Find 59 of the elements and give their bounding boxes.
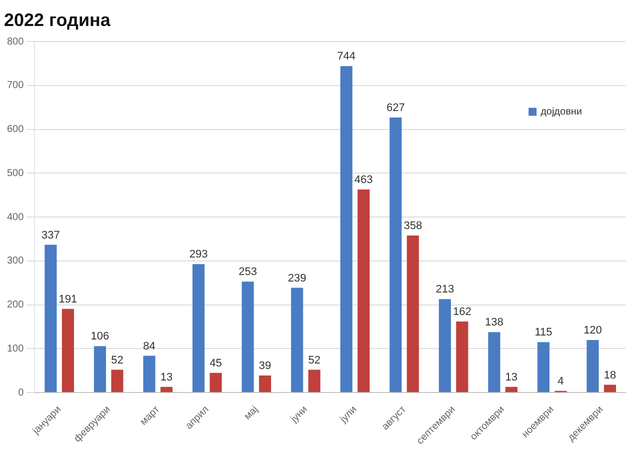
chart-title: 2022 година	[4, 10, 112, 30]
y-tick-label: 600	[6, 124, 24, 136]
bar	[438, 299, 451, 392]
bar	[604, 384, 616, 392]
y-tick-label: 0	[18, 387, 24, 398]
bar	[111, 370, 124, 392]
legend-label: дојдовни	[540, 106, 582, 118]
data-label: 191	[58, 293, 78, 306]
bar	[390, 118, 402, 392]
bar	[242, 282, 254, 392]
data-label: 39	[258, 360, 272, 372]
data-label: 45	[210, 357, 222, 370]
bar	[406, 236, 419, 392]
data-label: 52	[111, 354, 124, 366]
data-label: 293	[189, 248, 208, 261]
bar	[62, 308, 74, 392]
data-label: 253	[238, 266, 257, 278]
data-label: 213	[436, 284, 454, 296]
bar	[259, 376, 272, 392]
data-label: 138	[485, 316, 504, 329]
y-tick-label: 400	[6, 212, 24, 223]
data-label: 106	[90, 330, 110, 343]
data-label: 162	[452, 306, 472, 318]
bar	[586, 340, 599, 392]
data-label: 115	[534, 326, 552, 339]
bar	[94, 346, 106, 392]
bar	[291, 288, 304, 392]
data-label: 627	[386, 102, 405, 114]
data-label: 337	[42, 229, 60, 242]
y-tick-label: 500	[6, 168, 24, 179]
bar	[488, 332, 500, 392]
data-label: 4	[558, 375, 564, 388]
bar	[340, 66, 352, 392]
data-label: 18	[604, 369, 616, 382]
bar	[505, 386, 518, 392]
data-label: 13	[505, 371, 518, 384]
bar	[192, 264, 205, 392]
bar	[210, 372, 222, 392]
y-tick-label: 800	[6, 36, 24, 48]
data-label: 463	[354, 174, 373, 186]
bar	[44, 244, 57, 392]
data-label: 239	[288, 272, 306, 284]
bar	[308, 370, 320, 392]
y-tick-label: 100	[6, 343, 24, 354]
data-label: 120	[584, 324, 602, 337]
y-tick-label: 700	[6, 80, 24, 92]
data-label: 744	[337, 50, 356, 63]
data-label: 358	[404, 220, 422, 232]
bar	[358, 189, 370, 392]
data-label: 13	[160, 371, 173, 384]
bar	[160, 386, 173, 392]
data-label: 84	[143, 340, 156, 352]
data-label: 52	[308, 354, 320, 366]
y-tick-label: 200	[6, 300, 24, 311]
bar	[537, 342, 550, 392]
bar	[143, 356, 156, 392]
bar	[456, 322, 468, 392]
y-tick-label: 300	[6, 256, 24, 267]
x-tick-label: мај	[242, 404, 260, 422]
